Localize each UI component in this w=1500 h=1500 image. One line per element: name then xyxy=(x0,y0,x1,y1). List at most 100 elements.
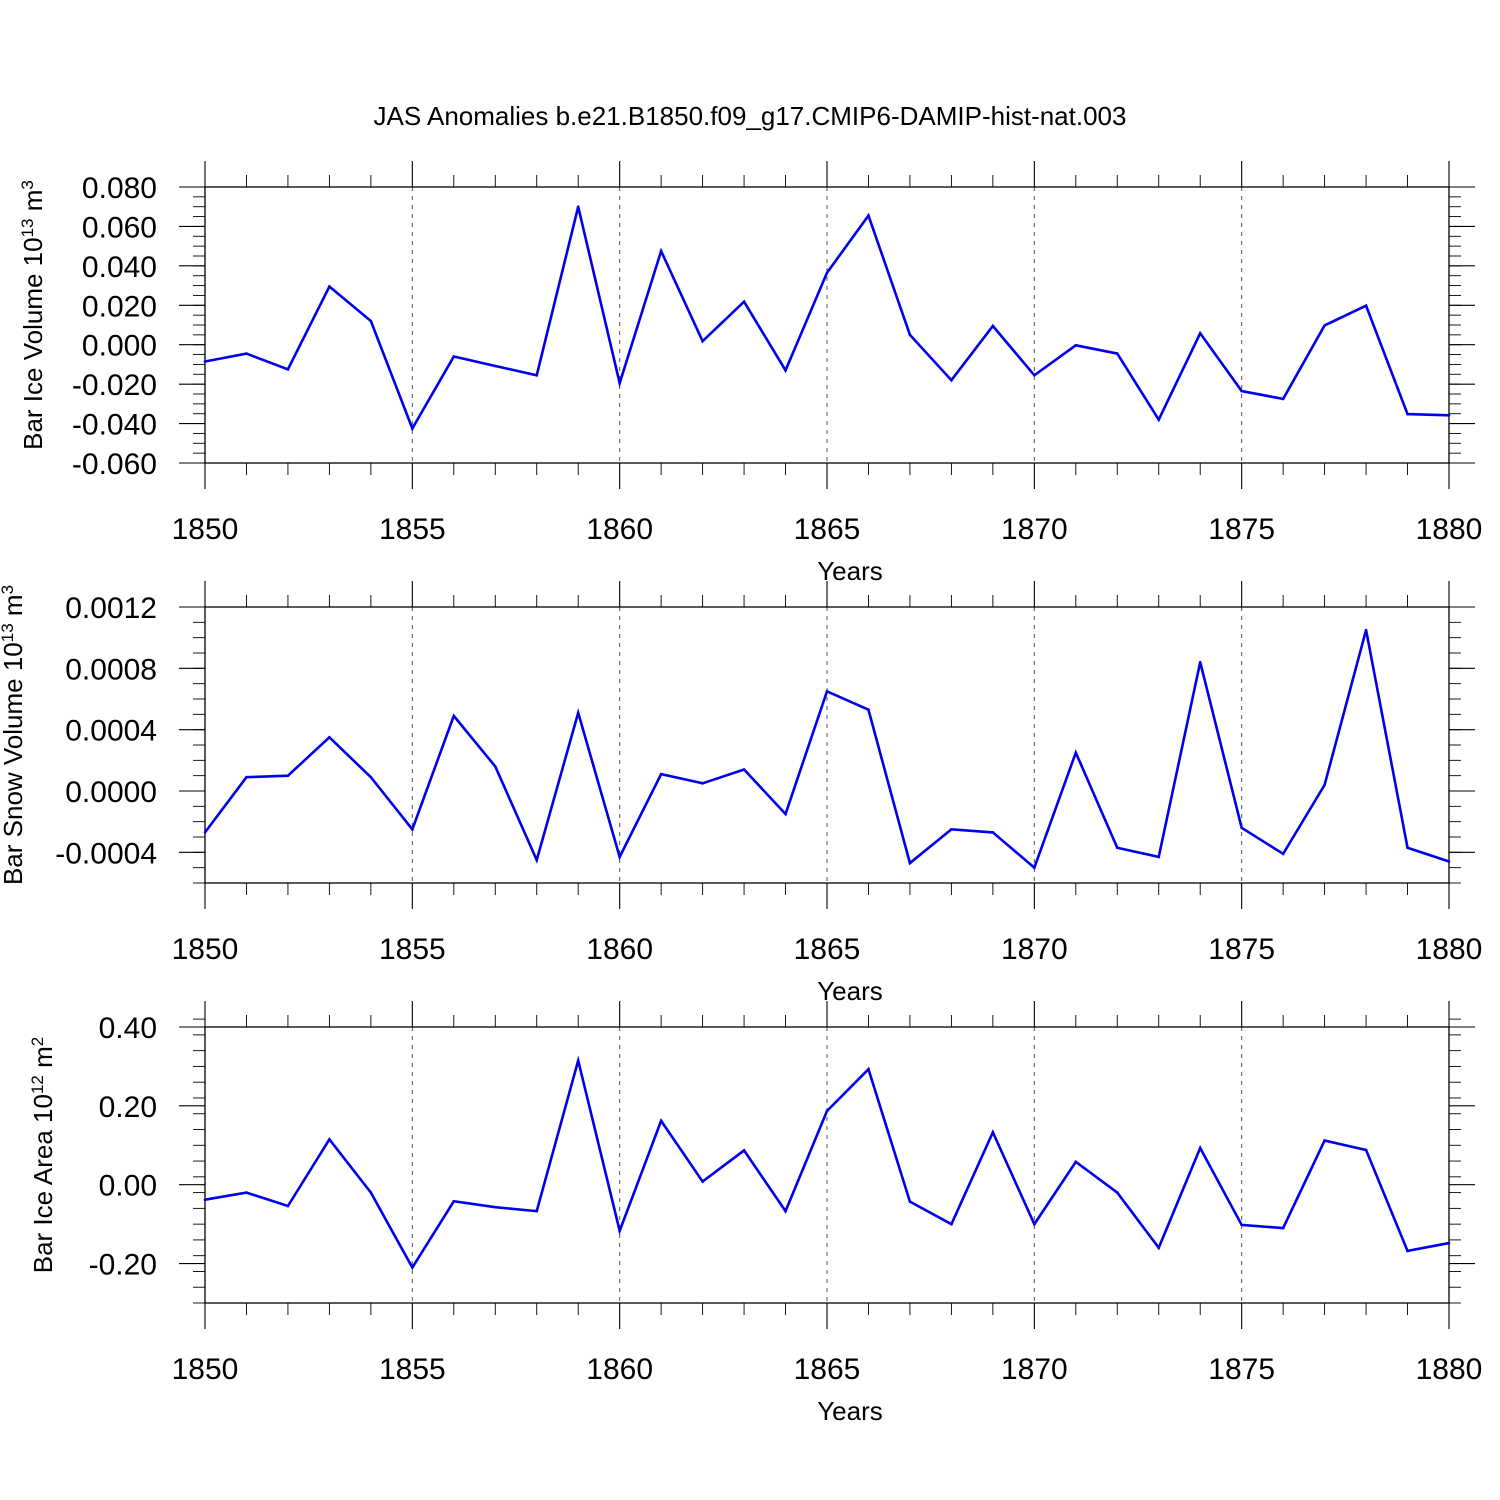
data-point xyxy=(411,1266,414,1269)
y-tick-label: -0.0004 xyxy=(55,837,157,870)
y-axis-label-text: m xyxy=(0,594,28,623)
y-tick-label: 0.080 xyxy=(82,172,157,205)
data-point xyxy=(1157,418,1161,421)
y-axis-label-text: m xyxy=(18,190,48,219)
data-point xyxy=(1240,1223,1243,1227)
data-point xyxy=(742,768,746,771)
data-point xyxy=(1157,1246,1161,1250)
data-point xyxy=(1447,860,1451,863)
panels: 0.080 0.060 0.040 0.020 0.000 -0.020 -0.040 -0.… xyxy=(0,161,1482,1426)
data-point xyxy=(1281,1226,1285,1230)
x-tick-label: 1855 xyxy=(379,513,446,546)
data-point xyxy=(1033,373,1036,377)
chart-panel-1: 0.080 0.060 0.040 0.020 0.000 -0.020 -0.040 -0.… xyxy=(18,161,1483,586)
data-point xyxy=(991,324,995,328)
data-point xyxy=(1406,1249,1409,1253)
x-tick-label: 1870 xyxy=(1001,513,1068,546)
data-point xyxy=(1115,352,1119,355)
data-point xyxy=(576,1059,580,1062)
data-point xyxy=(1364,628,1368,632)
data-point xyxy=(1364,1148,1368,1152)
data-point xyxy=(1033,866,1036,869)
x-tick-label: 1875 xyxy=(1208,933,1275,966)
data-point xyxy=(659,249,663,253)
data-point xyxy=(1323,783,1326,787)
data-point xyxy=(908,1200,912,1203)
x-tick-label: 1880 xyxy=(1416,1353,1483,1386)
data-point xyxy=(1406,412,1409,416)
data-point xyxy=(1447,1241,1451,1245)
x-tick-label: 1865 xyxy=(794,933,861,966)
x-tick-label: 1865 xyxy=(794,513,861,546)
y-tick-label: 0.0000 xyxy=(65,776,157,809)
data-point xyxy=(618,855,621,859)
data-point xyxy=(452,714,456,718)
data-point xyxy=(618,1229,621,1233)
chart-title: JAS Anomalies b.e21.B1850.f09_g17.CMIP6-… xyxy=(374,101,1127,131)
y-tick-label: -0.060 xyxy=(72,448,157,481)
y-tick-label: -0.20 xyxy=(89,1249,157,1282)
data-point xyxy=(950,378,953,382)
data-point xyxy=(1074,344,1078,347)
x-tick-label: 1860 xyxy=(586,513,653,546)
data-point xyxy=(784,1209,787,1213)
data-point xyxy=(991,1130,995,1134)
data-point xyxy=(286,1204,290,1208)
data-point xyxy=(784,812,787,816)
data-point xyxy=(1157,855,1161,859)
data-point xyxy=(411,828,414,831)
chart-panel-2: 0.0012 0.0008 0.0004 0.0000 -0.0004 1850 1855 1… xyxy=(0,581,1482,1006)
x-axis-label: Years xyxy=(817,556,883,586)
data-point xyxy=(203,1198,207,1201)
data-point xyxy=(701,1180,704,1183)
data-point xyxy=(1033,1222,1036,1226)
data-point xyxy=(245,352,248,355)
data-point xyxy=(742,300,746,304)
data-point xyxy=(908,861,912,865)
y-axis-label: Bar Snow Volume 1013 m3 xyxy=(0,585,28,885)
x-tick-label: 1855 xyxy=(379,933,446,966)
data-point xyxy=(1074,1160,1078,1164)
y-axis-label-superscript: 3 xyxy=(0,585,17,594)
data-point xyxy=(867,708,870,712)
data-point xyxy=(659,1119,663,1123)
data-point xyxy=(328,736,331,739)
data-point xyxy=(991,831,995,834)
data-point xyxy=(535,373,539,377)
data-point xyxy=(493,1205,497,1209)
data-point xyxy=(1074,751,1078,754)
data-point xyxy=(1323,324,1326,327)
y-tick-label: 0.0004 xyxy=(65,715,157,748)
data-point xyxy=(1198,331,1202,335)
data-point xyxy=(742,1149,746,1152)
data-point xyxy=(784,369,787,372)
data-point xyxy=(1406,846,1409,850)
data-point xyxy=(493,364,497,368)
data-point xyxy=(825,271,829,275)
data-point xyxy=(369,775,373,779)
y-axis-label: Bar Ice Volume 1013 m3 xyxy=(18,180,49,450)
data-point xyxy=(1240,389,1243,393)
y-axis-label-text: Bar Ice Volume 10 xyxy=(18,237,48,449)
y-axis-label-text: m xyxy=(28,1046,58,1075)
data-point xyxy=(701,339,704,343)
x-tick-label: 1850 xyxy=(172,1353,239,1386)
x-tick-label: 1870 xyxy=(1001,1353,1068,1386)
x-tick-label: 1880 xyxy=(1416,513,1483,546)
data-point xyxy=(825,1109,829,1113)
data-point xyxy=(576,711,580,715)
x-tick-label: 1850 xyxy=(172,513,239,546)
y-tick-label: 0.040 xyxy=(82,251,157,284)
data-point xyxy=(203,831,207,834)
y-axis-label-superscript: 2 xyxy=(28,1037,47,1046)
y-tick-label: 0.060 xyxy=(82,211,157,244)
y-axis-label-superscript: 13 xyxy=(0,623,17,642)
data-point xyxy=(535,1209,539,1213)
y-axis-label-text: Bar Ice Area 10 xyxy=(28,1094,58,1273)
data-point xyxy=(1115,1191,1119,1194)
y-axis-label-text: Bar Snow Volume 10 xyxy=(0,642,28,885)
x-axis-label: Years xyxy=(817,1396,883,1426)
data-point xyxy=(1115,846,1119,850)
y-tick-label: -0.040 xyxy=(72,409,157,442)
